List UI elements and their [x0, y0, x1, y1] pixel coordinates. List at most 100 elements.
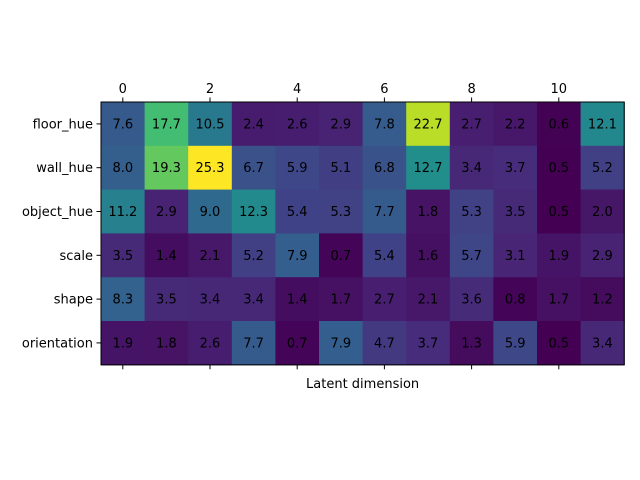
heatmap-cell	[580, 145, 625, 191]
cell-value-label: 6.7	[243, 161, 264, 176]
cell-value-label: 2.9	[156, 205, 177, 220]
cell-value-label: 12.3	[239, 205, 268, 220]
cell-value-label: 5.4	[287, 205, 308, 220]
cell-value-label: 5.7	[461, 249, 482, 264]
cell-value-label: 17.7	[152, 117, 181, 132]
cell-value-label: 2.1	[418, 293, 439, 308]
cell-value-label: 1.7	[330, 293, 351, 308]
cell-value-label: 5.3	[330, 205, 351, 220]
heatmap-cell	[275, 102, 320, 147]
heatmap-cell	[449, 277, 494, 322]
heatmap-cell	[144, 277, 189, 322]
cell-value-label: 3.5	[156, 293, 177, 308]
heatmap-cell	[449, 233, 494, 278]
heatmap-cell	[101, 277, 146, 322]
x-tick-label: 6	[380, 82, 388, 97]
cell-value-label: 3.7	[418, 336, 439, 351]
heatmap-cell	[493, 145, 538, 191]
cell-value-label: 12.1	[588, 117, 617, 132]
cell-value-label: 1.4	[156, 249, 177, 264]
x-tick-label: 10	[551, 82, 568, 97]
cell-value-label: 3.1	[505, 249, 526, 264]
x-axis-top-ticks: 0 2 4 6 8 10	[119, 82, 567, 102]
heatmap-cell	[406, 277, 451, 322]
heatmap-cell	[144, 321, 189, 366]
cell-value-label: 7.9	[287, 249, 308, 264]
heatmap-cell	[319, 277, 364, 322]
heatmap-cell	[406, 102, 451, 147]
cell-value-label: 3.7	[505, 161, 526, 176]
cell-value-label: 4.7	[374, 336, 395, 351]
cell-value-label: 7.7	[374, 205, 395, 220]
heatmap-cell-labels: 7.6 17.7 10.5 2.4 2.6 2.9 7.8 22.7 2.7 2.2 0.6 12.1…	[108, 117, 617, 351]
cell-value-label: 2.9	[330, 117, 351, 132]
x-axis-label: Latent dimension	[306, 377, 419, 392]
heatmap-cell	[580, 189, 625, 234]
cell-value-label: 0.7	[330, 249, 351, 264]
heatmap-cell	[144, 145, 189, 191]
cell-value-label: 1.9	[548, 249, 569, 264]
cell-value-label: 1.8	[156, 336, 177, 351]
heatmap-cell	[101, 189, 146, 234]
heatmap-cell	[188, 233, 233, 278]
cell-value-label: 2.0	[592, 205, 613, 220]
heatmap-cell	[493, 189, 538, 234]
heatmap-cell	[406, 145, 451, 191]
heatmap-cell	[144, 102, 189, 147]
cell-value-label: 5.4	[374, 249, 395, 264]
cell-value-label: 7.9	[330, 336, 351, 351]
heatmap-cell	[188, 102, 233, 147]
heatmap-cell	[362, 277, 407, 322]
cell-value-label: 7.7	[243, 336, 264, 351]
cell-value-label: 10.5	[196, 117, 225, 132]
heatmap-cell	[493, 277, 538, 322]
cell-value-label: 5.9	[287, 161, 308, 176]
heatmap-cell	[319, 321, 364, 366]
cell-value-label: 1.3	[461, 336, 482, 351]
heatmap-cell	[449, 189, 494, 234]
heatmap-cell	[362, 233, 407, 278]
cell-value-label: 1.4	[287, 293, 308, 308]
heatmap-cell	[319, 189, 364, 234]
heatmap-cell	[493, 233, 538, 278]
cell-value-label: 3.5	[112, 249, 133, 264]
plot-frame	[100, 101, 625, 366]
cell-value-label: 6.8	[374, 161, 395, 176]
cell-value-label: 1.2	[592, 293, 613, 308]
heatmap-cell	[362, 189, 407, 234]
cell-value-label: 2.7	[461, 117, 482, 132]
cell-value-label: 9.0	[200, 205, 221, 220]
cell-value-label: 11.2	[108, 205, 137, 220]
cell-value-label: 0.5	[548, 336, 569, 351]
y-tick-label: floor_hue	[33, 117, 93, 132]
x-tick-label: 2	[206, 82, 214, 97]
x-axis-bottom-ticks	[122, 364, 560, 370]
heatmap-cell	[537, 189, 582, 234]
heatmap-cell	[449, 145, 494, 191]
heatmap-cell	[319, 102, 364, 147]
cell-value-label: 12.7	[414, 161, 443, 176]
heatmap-cell	[101, 233, 146, 278]
cell-value-label: 8.0	[112, 161, 133, 176]
cell-value-label: 3.4	[461, 161, 482, 176]
heatmap-cell	[537, 321, 582, 366]
cell-value-label: 2.4	[243, 117, 264, 132]
cell-value-label: 3.5	[505, 205, 526, 220]
heatmap-cell	[275, 189, 320, 234]
x-tick-label: 4	[293, 82, 301, 97]
heatmap-cell	[537, 145, 582, 191]
cell-value-label: 0.5	[548, 205, 569, 220]
cell-value-label: 8.3	[112, 293, 133, 308]
y-tick-label: shape	[54, 293, 93, 308]
heatmap-cell	[406, 233, 451, 278]
cell-value-label: 5.9	[505, 336, 526, 351]
heatmap-cell	[188, 321, 233, 366]
cell-value-label: 25.3	[196, 161, 225, 176]
heatmap-cell	[537, 102, 582, 147]
heatmap-cell	[275, 233, 320, 278]
heatmap-cell	[231, 145, 276, 191]
heatmap-cell	[537, 233, 582, 278]
heatmap-cell	[493, 321, 538, 366]
